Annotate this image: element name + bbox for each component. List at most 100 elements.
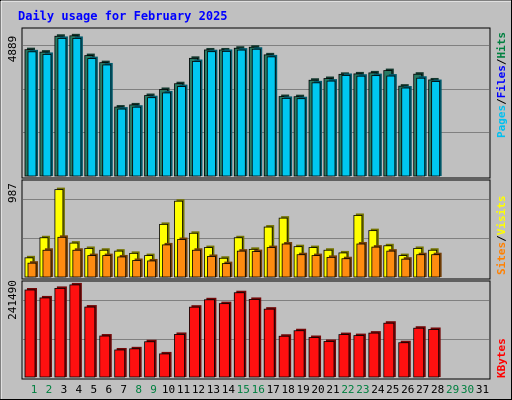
top-panel-files-bar — [147, 97, 157, 177]
bottom-panel-kbytes-bar — [323, 341, 335, 378]
bottom-panel-kbytes-bar — [114, 349, 126, 378]
middle-panel-sites-bar — [27, 262, 37, 278]
middle-panel-sites-bar — [281, 243, 291, 278]
bottom-panel-kbytes-bar — [174, 334, 185, 378]
day-label: 22 — [341, 383, 354, 396]
middle-panel-legend-part: / — [495, 235, 508, 242]
bottom-panel-kbytes-bar — [383, 322, 395, 378]
bottom-panel-kbytes-bar — [398, 342, 410, 378]
top-panel-files-bar — [87, 58, 97, 177]
day-label: 11 — [177, 383, 190, 396]
bottom-panel-kbytes-bar — [428, 329, 440, 378]
top-panel-files-bar — [117, 108, 127, 177]
chart-title: Daily usage for February 2025 — [18, 9, 228, 23]
day-label: 26 — [401, 383, 414, 396]
bottom-panel-kbytes-bar — [263, 308, 275, 378]
day-label: 18 — [282, 383, 295, 396]
bottom-panel-kbytes-bar — [218, 303, 230, 378]
middle-panel-sites-bar — [251, 251, 261, 278]
bottom-panel-kbytes-bar — [189, 306, 200, 378]
middle-panel-sites-bar — [72, 249, 82, 278]
bottom-panel-kbytes-bar — [84, 306, 96, 378]
day-label: 21 — [326, 383, 339, 396]
bottom-panel-kbytes-bar — [338, 334, 350, 378]
top-panel-legend-part: / — [495, 98, 508, 105]
bottom-panel-kbytes-bar — [24, 289, 36, 378]
day-label: 20 — [311, 383, 324, 396]
top-panel-files-bar — [326, 80, 336, 177]
middle-panel-sites-bar — [42, 249, 52, 278]
day-label: 24 — [371, 383, 385, 396]
top-max-label: 4889 — [6, 36, 19, 63]
middle-panel-sites-bar — [416, 254, 426, 278]
day-label: 27 — [416, 383, 429, 396]
day-label: 8 — [135, 383, 142, 396]
bottom-panel-kbytes-bar — [293, 330, 305, 378]
day-label: 19 — [296, 383, 309, 396]
middle-panel-sites-bar — [326, 256, 336, 278]
middle-max-label: 987 — [6, 183, 19, 203]
day-label: 29 — [446, 383, 459, 396]
middle-panel-legend-part: Sites — [495, 242, 508, 275]
middle-panel-sites-bar — [206, 256, 216, 278]
middle-panel-sites-bar — [147, 260, 157, 278]
day-label: 25 — [386, 383, 399, 396]
top-panel-files-bar — [251, 48, 261, 177]
day-label: 31 — [476, 383, 489, 396]
top-panel-files-bar — [42, 54, 52, 177]
top-panel-files-bar — [177, 86, 186, 177]
day-label: 6 — [105, 383, 112, 396]
middle-panel-legend: Sites/Visits — [495, 196, 508, 276]
day-label: 5 — [90, 383, 97, 396]
top-panel-files-bar — [311, 82, 321, 177]
middle-panel-sites-bar — [386, 250, 396, 278]
top-panel-legend-part: / — [495, 58, 508, 65]
bottom-panel-kbytes-bar — [39, 297, 51, 378]
top-panel-files-bar — [341, 75, 351, 177]
bottom-panel-kbytes-bar — [353, 335, 365, 378]
day-label: 10 — [162, 383, 175, 396]
day-label: 4 — [76, 383, 83, 396]
bottom-panel-kbytes-bar — [99, 335, 111, 378]
top-panel-legend-part: Hits — [495, 32, 508, 59]
bottom-panel-legend: KBytes — [495, 338, 508, 378]
bottom-panel-kbytes-bar — [144, 341, 156, 378]
middle-panel-sites-bar — [296, 254, 306, 278]
bottom-panel-kbytes-bar — [69, 284, 81, 378]
day-label: 16 — [252, 383, 265, 396]
middle-panel-sites-bar — [162, 244, 171, 278]
middle-panel-sites-bar — [102, 255, 112, 278]
middle-panel-sites-bar — [356, 243, 366, 278]
top-panel-files-bar — [431, 81, 441, 177]
top-panel-legend: Pages/Files/Hits — [495, 32, 508, 138]
middle-panel-sites-bar — [311, 255, 321, 278]
middle-panel-legend-part: Visits — [495, 196, 508, 236]
middle-panel-sites-bar — [117, 256, 127, 278]
middle-panel-sites-bar — [177, 239, 186, 278]
middle-panel-sites-bar — [192, 249, 201, 278]
day-label: 23 — [356, 383, 369, 396]
bottom-panel-kbytes-bar — [308, 337, 320, 378]
day-label: 14 — [222, 383, 236, 396]
middle-panel-sites-bar — [221, 263, 231, 278]
bars — [24, 33, 442, 378]
bottom-panel-kbytes-bar — [129, 348, 141, 378]
bottom-max-label: 241490 — [6, 280, 19, 320]
day-label: 28 — [431, 383, 444, 396]
top-panel-files-bar — [72, 38, 82, 177]
middle-panel-sites-bar — [132, 260, 142, 278]
middle-panel-sites-bar — [236, 250, 246, 278]
bottom-panel-kbytes-bar — [233, 292, 245, 378]
middle-panel-sites-bar — [57, 236, 67, 278]
top-panel-files-bar — [401, 87, 411, 177]
day-label: 17 — [267, 383, 280, 396]
middle-panel-sites-bar — [87, 255, 97, 278]
bottom-panel-kbytes-bar — [54, 288, 66, 378]
top-panel-files-bar — [132, 106, 142, 177]
day-label: 30 — [461, 383, 474, 396]
middle-panel-sites-bar — [266, 247, 276, 278]
top-panel-files-bar — [27, 51, 37, 177]
day-label: 7 — [120, 383, 127, 396]
